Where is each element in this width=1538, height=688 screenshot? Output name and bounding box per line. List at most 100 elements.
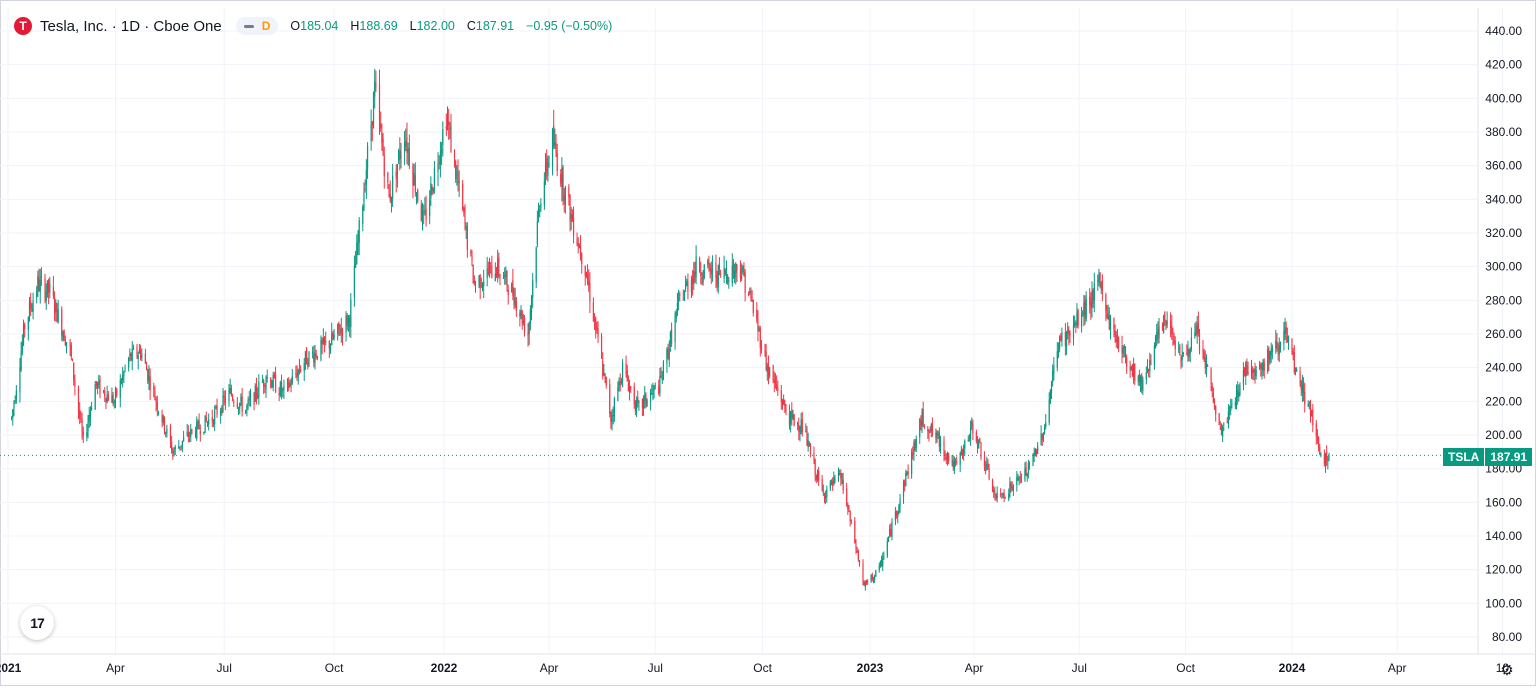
candle[interactable] (703, 264, 705, 280)
candle[interactable] (1247, 361, 1249, 376)
candle[interactable] (1163, 314, 1165, 334)
candle[interactable] (978, 439, 980, 449)
candle[interactable] (295, 365, 297, 379)
candle[interactable] (951, 455, 953, 467)
candle[interactable] (289, 379, 291, 388)
candle[interactable] (365, 159, 367, 199)
candle[interactable] (203, 431, 205, 435)
candle[interactable] (487, 261, 489, 276)
candle[interactable] (788, 404, 791, 430)
candle[interactable] (1148, 368, 1150, 378)
candle[interactable] (577, 237, 579, 254)
candle[interactable] (1324, 452, 1327, 473)
candle[interactable] (642, 395, 645, 416)
candle[interactable] (939, 435, 942, 454)
candle[interactable] (935, 428, 937, 444)
candle[interactable] (71, 358, 74, 362)
candle[interactable] (960, 445, 962, 456)
candle[interactable] (808, 441, 810, 448)
candle[interactable] (372, 91, 375, 129)
candle[interactable] (1255, 365, 1257, 380)
candle[interactable] (1323, 449, 1325, 467)
candle[interactable] (486, 256, 488, 287)
candle[interactable] (741, 263, 743, 281)
candle[interactable] (1196, 315, 1198, 344)
candle[interactable] (1053, 356, 1055, 381)
interval-pill[interactable]: D (235, 17, 279, 35)
candle[interactable] (32, 292, 34, 320)
candle[interactable] (1317, 436, 1320, 452)
candle[interactable] (1267, 345, 1269, 374)
candle[interactable] (337, 323, 339, 341)
candle[interactable] (1211, 382, 1213, 398)
candle[interactable] (1153, 342, 1156, 370)
candle[interactable] (69, 338, 71, 357)
candle[interactable] (124, 364, 126, 373)
candle[interactable] (106, 385, 108, 404)
candle[interactable] (1213, 398, 1216, 410)
candle[interactable] (105, 397, 107, 410)
candle[interactable] (891, 518, 893, 541)
candle[interactable] (1291, 338, 1293, 356)
candle[interactable] (649, 388, 652, 411)
candle[interactable] (679, 291, 681, 302)
candle[interactable] (104, 386, 106, 402)
candle[interactable] (589, 272, 591, 313)
candle[interactable] (979, 437, 981, 444)
candle[interactable] (735, 262, 737, 285)
candle[interactable] (291, 368, 293, 385)
candle[interactable] (1092, 288, 1094, 308)
candle[interactable] (527, 323, 529, 347)
candle[interactable] (1059, 335, 1061, 353)
candle[interactable] (87, 414, 89, 439)
candle[interactable] (73, 362, 75, 386)
candle[interactable] (781, 398, 784, 410)
candle[interactable] (1252, 366, 1254, 380)
candle[interactable] (797, 421, 799, 431)
candle[interactable] (181, 440, 183, 453)
candle[interactable] (157, 410, 160, 416)
candle[interactable] (1222, 424, 1224, 442)
candle[interactable] (520, 305, 522, 320)
candle[interactable] (253, 391, 255, 411)
candle[interactable] (956, 456, 958, 466)
candle[interactable] (491, 255, 493, 279)
candle[interactable] (840, 469, 842, 486)
candle[interactable] (112, 391, 114, 407)
candle[interactable] (1067, 322, 1069, 340)
candle[interactable] (715, 254, 717, 289)
candle[interactable] (855, 539, 857, 555)
candle[interactable] (695, 245, 697, 285)
candle[interactable] (777, 380, 779, 396)
candle[interactable] (627, 375, 630, 392)
candle[interactable] (236, 396, 238, 409)
candle[interactable] (1271, 344, 1273, 360)
candle[interactable] (480, 277, 482, 289)
candle[interactable] (676, 292, 679, 317)
candle[interactable] (931, 417, 934, 437)
candle[interactable] (653, 385, 655, 399)
candle[interactable] (732, 258, 735, 279)
candle[interactable] (1312, 404, 1314, 433)
candle[interactable] (1277, 342, 1279, 361)
candle[interactable] (667, 343, 669, 360)
candle[interactable] (690, 275, 693, 298)
candle[interactable] (1134, 363, 1136, 386)
candle[interactable] (408, 134, 410, 169)
candle[interactable] (280, 374, 283, 400)
candle[interactable] (801, 411, 803, 437)
candle[interactable] (86, 423, 88, 442)
candle[interactable] (727, 273, 729, 285)
candle[interactable] (841, 472, 843, 485)
candle[interactable] (1178, 341, 1180, 354)
candle[interactable] (628, 379, 631, 401)
candle[interactable] (1050, 380, 1053, 400)
candle[interactable] (1028, 461, 1031, 470)
candle[interactable] (430, 176, 432, 206)
candle[interactable] (290, 378, 292, 393)
candle[interactable] (413, 164, 415, 186)
candle[interactable] (633, 382, 635, 409)
candle[interactable] (1227, 403, 1230, 429)
candle[interactable] (634, 400, 637, 416)
candle[interactable] (1242, 362, 1245, 391)
